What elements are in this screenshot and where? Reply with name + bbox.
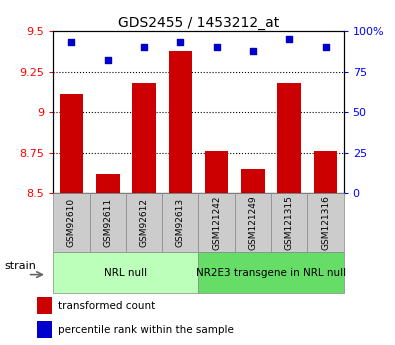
Title: GDS2455 / 1453212_at: GDS2455 / 1453212_at [118,16,279,30]
Bar [169,50,192,193]
Bar [277,83,301,193]
Bar [199,252,344,293]
Point [105,58,111,63]
Bar [37,297,52,314]
Text: percentile rank within the sample: percentile rank within the sample [58,325,234,335]
Text: GSM92613: GSM92613 [176,198,185,247]
Bar [162,193,199,252]
Text: NRL null: NRL null [104,268,147,277]
Text: GSM92611: GSM92611 [103,198,112,247]
Bar [199,193,235,252]
Bar [132,83,156,193]
Text: GSM92610: GSM92610 [67,198,76,247]
Point [141,45,147,50]
Text: GSM121315: GSM121315 [285,195,294,250]
Text: GSM121316: GSM121316 [321,195,330,250]
Bar [314,151,337,193]
Bar [241,169,265,193]
Bar [90,193,126,252]
Point [250,48,256,53]
Point [177,40,184,45]
Text: GSM121242: GSM121242 [212,195,221,250]
Bar [271,193,307,252]
Point [68,40,75,45]
Text: strain: strain [4,262,36,271]
Point [213,45,220,50]
Text: GSM121249: GSM121249 [248,195,258,250]
Bar [126,193,162,252]
Bar [307,193,344,252]
Point [322,45,329,50]
Text: transformed count: transformed count [58,301,156,311]
Bar [53,252,199,293]
Bar [205,151,228,193]
Point [286,37,292,42]
Bar [37,321,52,338]
Bar [60,94,83,193]
Bar [53,193,90,252]
Text: GSM92612: GSM92612 [139,198,149,247]
Bar [96,174,120,193]
Bar [235,193,271,252]
Text: NR2E3 transgene in NRL null: NR2E3 transgene in NRL null [196,268,346,277]
